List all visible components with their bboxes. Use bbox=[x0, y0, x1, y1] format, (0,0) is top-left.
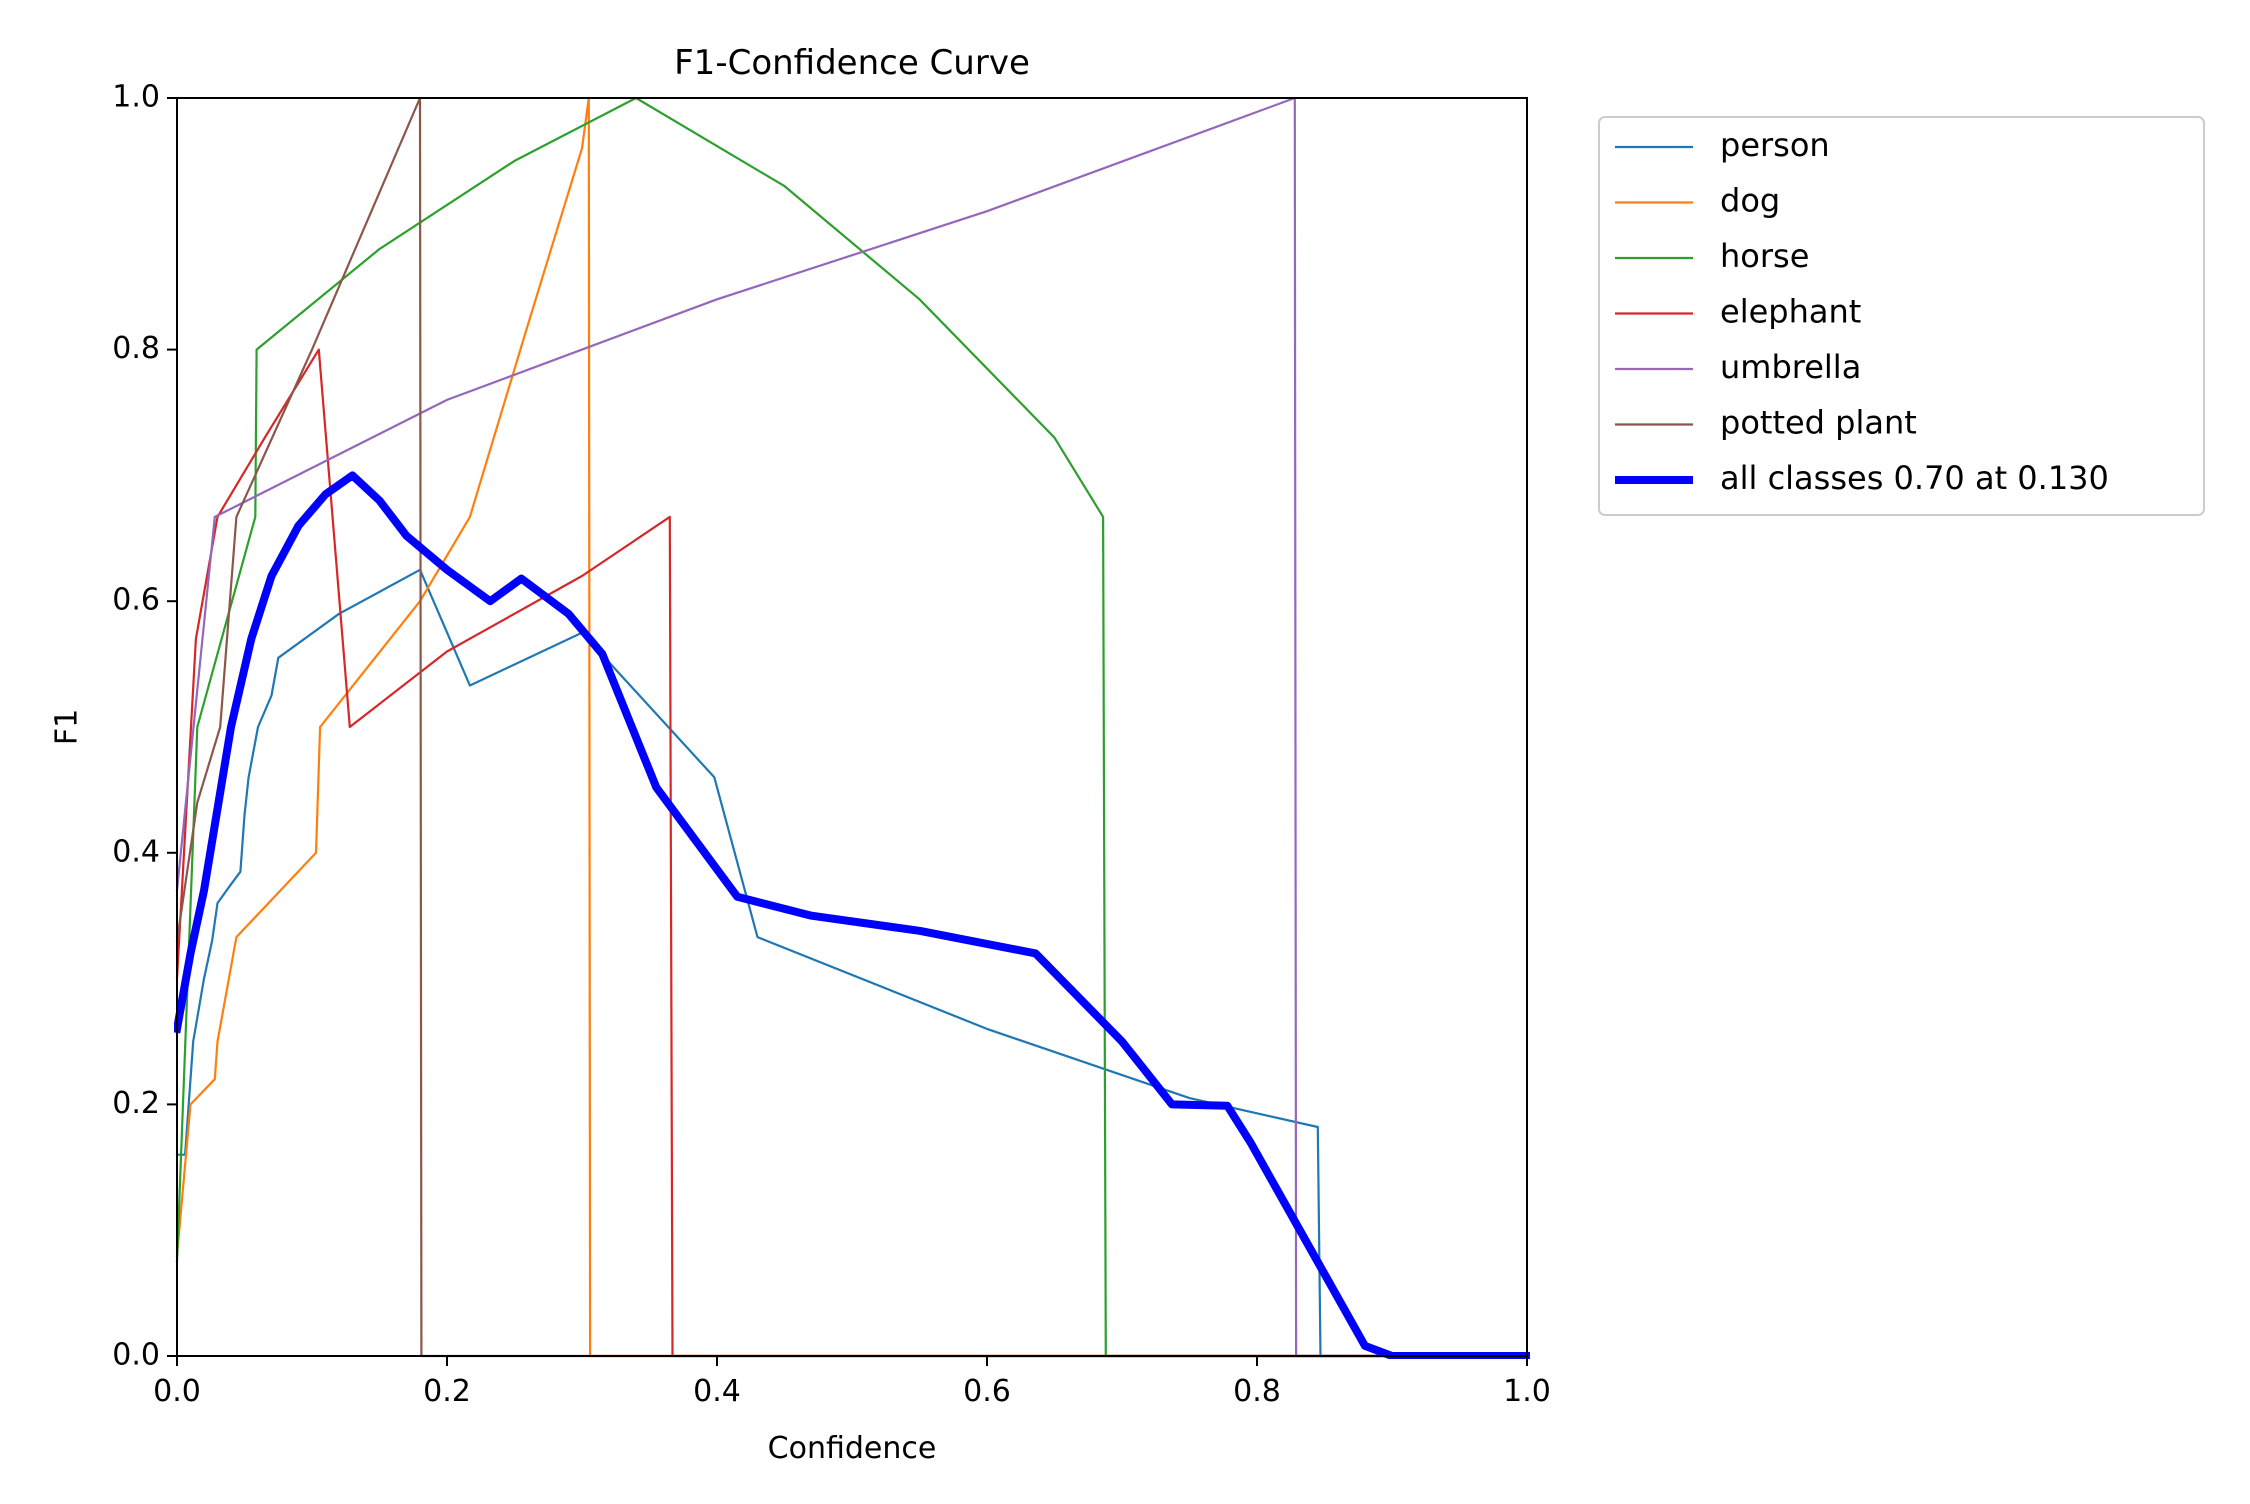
y-tick-label: 1.0 bbox=[112, 80, 160, 115]
series-line-person bbox=[175, 568, 1529, 1358]
series-line-potted-plant bbox=[175, 96, 1529, 1358]
y-axis-label: F1 bbox=[50, 709, 85, 745]
y-tick-label: 0.8 bbox=[112, 331, 160, 366]
x-tick-label: 0.4 bbox=[693, 1374, 741, 1409]
x-tick-label: 0.0 bbox=[153, 1374, 201, 1409]
legend-label: elephant bbox=[1720, 293, 1861, 331]
y-tick-label: 0.2 bbox=[112, 1086, 160, 1121]
x-tick-label: 0.2 bbox=[423, 1374, 471, 1409]
legend-label: umbrella bbox=[1720, 348, 1861, 386]
plot-frame bbox=[176, 97, 1528, 1357]
x-tick-label: 1.0 bbox=[1503, 1374, 1551, 1409]
series-line-all-classes-0-70-at-0-130 bbox=[174, 471, 1530, 1359]
x-axis-label: Confidence bbox=[768, 1431, 937, 1466]
series-line-umbrella bbox=[175, 96, 1529, 1358]
y-tick-label: 0.0 bbox=[112, 1338, 160, 1373]
legend-label: dog bbox=[1720, 182, 1780, 220]
chart-title: F1-Confidence Curve bbox=[674, 43, 1030, 83]
legend-label: all classes 0.70 at 0.130 bbox=[1720, 459, 2109, 497]
x-tick-label: 0.6 bbox=[963, 1374, 1011, 1409]
legend-label: person bbox=[1720, 126, 1830, 164]
series-line-dog bbox=[175, 96, 1529, 1358]
legend-box bbox=[1598, 116, 2205, 516]
y-tick-label: 0.6 bbox=[112, 583, 160, 618]
x-tick-label: 0.8 bbox=[1233, 1374, 1281, 1409]
y-tick-label: 0.4 bbox=[112, 834, 160, 869]
legend-label: horse bbox=[1720, 237, 1809, 275]
legend-label: potted plant bbox=[1720, 404, 1917, 442]
axis-layer: 0.0 0.2 0.4 0.6 0.8 1.0 0.0 0.2 0.4 0.6 0.8 1.0 bbox=[112, 80, 1551, 1410]
legend: person dog horse elephant umbrella potted pla… bbox=[1598, 116, 2205, 516]
